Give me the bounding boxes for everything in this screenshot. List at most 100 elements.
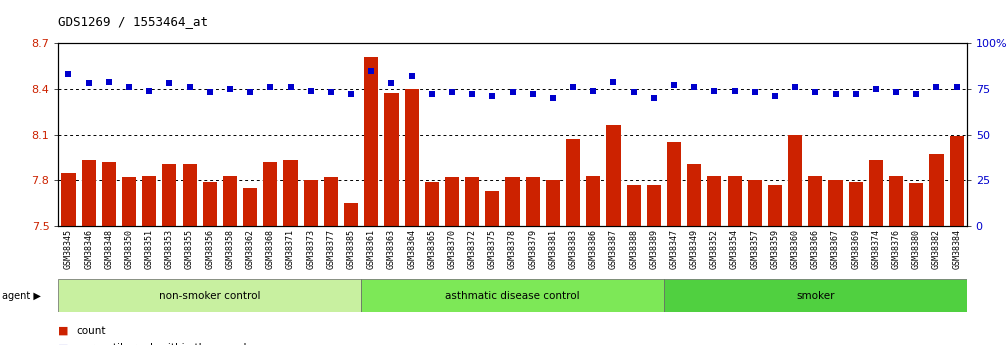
Text: GSM38353: GSM38353 [165, 229, 174, 269]
Text: smoker: smoker [797, 291, 835, 301]
Bar [727, 176, 742, 345]
Bar [304, 180, 318, 345]
Text: count: count [77, 326, 106, 336]
Text: GSM38371: GSM38371 [286, 229, 295, 269]
Bar [950, 136, 964, 345]
Bar [526, 177, 540, 345]
Text: GDS1269 / 1553464_at: GDS1269 / 1553464_at [58, 16, 208, 29]
Bar [362, 279, 664, 312]
Text: GSM38364: GSM38364 [407, 229, 416, 269]
Text: GSM38381: GSM38381 [549, 229, 558, 269]
Text: GSM38384: GSM38384 [953, 229, 961, 269]
Text: GSM38363: GSM38363 [387, 229, 396, 269]
Text: GSM38372: GSM38372 [467, 229, 476, 269]
Bar [809, 176, 823, 345]
Bar [485, 191, 499, 345]
Bar [546, 180, 560, 345]
Text: asthmatic disease control: asthmatic disease control [445, 291, 580, 301]
Bar [445, 177, 459, 345]
Bar [102, 162, 116, 345]
Bar [929, 154, 944, 345]
Bar [889, 176, 903, 345]
Bar [263, 162, 277, 345]
Bar [344, 203, 358, 345]
Bar [849, 182, 863, 345]
Text: GSM38365: GSM38365 [427, 229, 436, 269]
Text: GSM38346: GSM38346 [85, 229, 94, 269]
Bar [707, 176, 721, 345]
Bar [606, 125, 620, 345]
Text: percentile rank within the sample: percentile rank within the sample [77, 343, 253, 345]
Bar [365, 57, 379, 345]
Text: GSM38378: GSM38378 [509, 229, 517, 269]
Bar [664, 279, 967, 312]
Text: GSM38358: GSM38358 [226, 229, 235, 269]
Text: GSM38357: GSM38357 [750, 229, 759, 269]
Text: GSM38359: GSM38359 [770, 229, 779, 269]
Text: GSM38350: GSM38350 [125, 229, 134, 269]
Text: GSM38375: GSM38375 [487, 229, 496, 269]
Bar [324, 177, 338, 345]
Bar [829, 180, 843, 345]
Bar [283, 160, 298, 345]
Text: GSM38377: GSM38377 [326, 229, 335, 269]
Bar [566, 139, 580, 345]
Text: GSM38370: GSM38370 [447, 229, 456, 269]
Text: GSM38347: GSM38347 [670, 229, 679, 269]
Bar [243, 188, 257, 345]
Text: GSM38385: GSM38385 [346, 229, 355, 269]
Bar [748, 180, 762, 345]
Text: GSM38352: GSM38352 [710, 229, 719, 269]
Text: GSM38345: GSM38345 [64, 229, 73, 269]
Bar [202, 182, 217, 345]
Text: GSM38389: GSM38389 [650, 229, 659, 269]
Text: GSM38349: GSM38349 [690, 229, 699, 269]
Text: agent ▶: agent ▶ [2, 291, 41, 301]
Text: GSM38387: GSM38387 [609, 229, 618, 269]
Bar [909, 183, 923, 345]
Text: GSM38379: GSM38379 [529, 229, 538, 269]
Bar [61, 172, 76, 345]
Text: GSM38386: GSM38386 [589, 229, 598, 269]
Bar [142, 176, 156, 345]
Text: GSM38360: GSM38360 [790, 229, 800, 269]
Text: non-smoker control: non-smoker control [159, 291, 261, 301]
Bar [586, 176, 600, 345]
Bar [162, 164, 176, 345]
Bar [223, 176, 237, 345]
Bar [626, 185, 640, 345]
Text: GSM38351: GSM38351 [145, 229, 154, 269]
Text: ■: ■ [58, 343, 68, 345]
Bar [58, 279, 362, 312]
Text: ■: ■ [58, 326, 68, 336]
Text: GSM38354: GSM38354 [730, 229, 739, 269]
Bar [405, 89, 419, 345]
Bar [667, 142, 681, 345]
Text: GSM38361: GSM38361 [367, 229, 376, 269]
Bar [646, 185, 661, 345]
Bar [385, 93, 399, 345]
Text: GSM38374: GSM38374 [871, 229, 880, 269]
Bar [82, 160, 96, 345]
Text: GSM38355: GSM38355 [185, 229, 194, 269]
Text: GSM38373: GSM38373 [306, 229, 315, 269]
Bar [768, 185, 782, 345]
Text: GSM38368: GSM38368 [266, 229, 275, 269]
Text: GSM38356: GSM38356 [205, 229, 214, 269]
Bar [869, 160, 883, 345]
Bar [687, 164, 701, 345]
Text: GSM38382: GSM38382 [931, 229, 941, 269]
Text: GSM38380: GSM38380 [911, 229, 920, 269]
Bar [788, 135, 803, 345]
Text: GSM38376: GSM38376 [891, 229, 900, 269]
Text: GSM38362: GSM38362 [246, 229, 255, 269]
Bar [506, 177, 520, 345]
Bar [122, 177, 136, 345]
Bar [425, 182, 439, 345]
Text: GSM38366: GSM38366 [811, 229, 820, 269]
Text: GSM38348: GSM38348 [105, 229, 114, 269]
Text: GSM38388: GSM38388 [629, 229, 638, 269]
Bar [465, 177, 479, 345]
Bar [182, 164, 196, 345]
Text: GSM38369: GSM38369 [851, 229, 860, 269]
